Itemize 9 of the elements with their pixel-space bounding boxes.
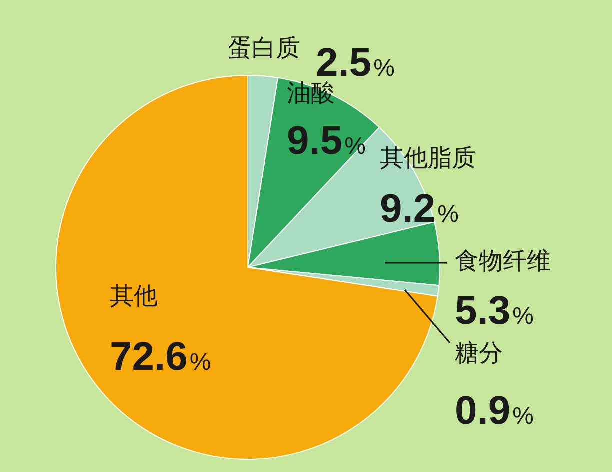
slice-label: 其他 [110,282,158,310]
data-label: 72.6% [110,335,212,379]
slice-label: 其他脂质 [380,144,476,172]
data-label: 9.2% [380,187,459,231]
slice-label: 糖分 [455,339,503,368]
slice-label: 食物纤维 [455,247,551,276]
slice-label: 蛋白质 [228,34,300,62]
data-label: 0.9% [455,389,534,433]
data-label: 5.3% [455,289,534,333]
